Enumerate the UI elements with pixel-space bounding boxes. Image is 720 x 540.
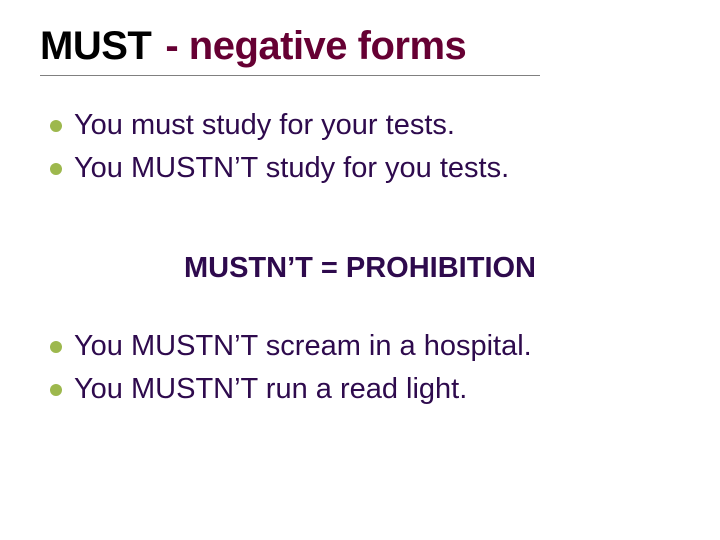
bullet-icon (50, 163, 62, 175)
title-underline (40, 75, 540, 76)
center-heading: MUSTN’T = PROHIBITION (40, 252, 680, 285)
bullet-list-top: You must study for your tests. You MUSTN… (40, 106, 680, 188)
bullet-icon (50, 384, 62, 396)
title-rest: - negative forms (165, 24, 466, 69)
bullet-icon (50, 120, 62, 132)
bullet-text: You MUSTN’T run a read light. (74, 370, 467, 409)
bullet-item: You must study for your tests. (50, 106, 680, 145)
bullet-text: You MUSTN’T study for you tests. (74, 149, 509, 188)
title-word-must: MUST (40, 24, 151, 69)
bullet-item: You MUSTN’T scream in a hospital. (50, 327, 680, 366)
bullet-item: You MUSTN’T run a read light. (50, 370, 680, 409)
bullet-list-bottom: You MUSTN’T scream in a hospital. You MU… (40, 327, 680, 409)
bullet-item: You MUSTN’T study for you tests. (50, 149, 680, 188)
slide-title: MUST - negative forms (40, 24, 680, 69)
bullet-text: You MUSTN’T scream in a hospital. (74, 327, 532, 366)
bullet-text: You must study for your tests. (74, 106, 455, 145)
bullet-icon (50, 341, 62, 353)
